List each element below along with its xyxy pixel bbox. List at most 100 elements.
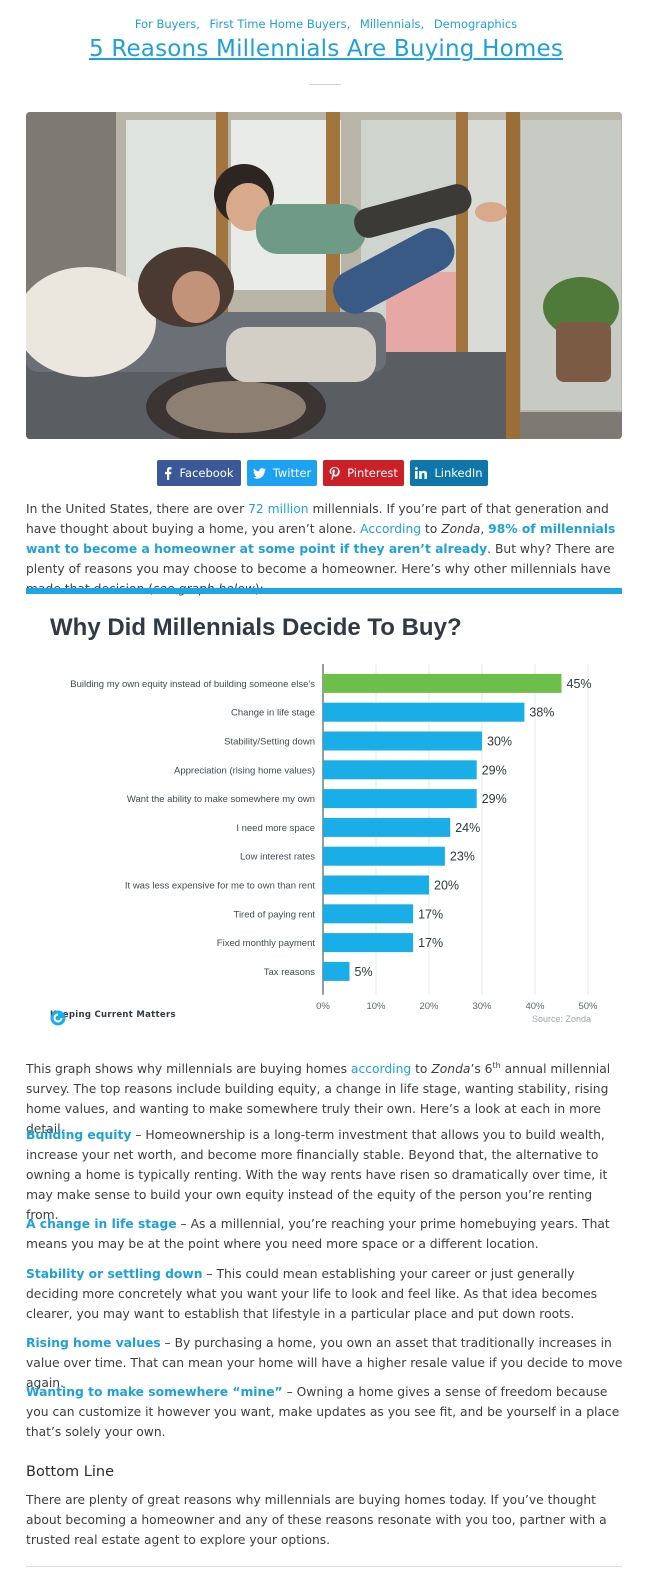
reason-text: – Homeownership is a long-term investmen…	[26, 1128, 608, 1222]
x-tick-label: 50%	[578, 1001, 598, 1012]
chart-title: Why Did Millennials Decide To Buy?	[50, 614, 462, 641]
pinterest-icon	[329, 466, 340, 480]
category-label: Tax reasons	[264, 967, 315, 978]
category-label: Fixed monthly payment	[217, 938, 316, 949]
data-label: 45%	[567, 677, 592, 691]
summary-superscript: th	[492, 1061, 501, 1070]
bottom-line-paragraph: There are plenty of great reasons why mi…	[26, 1493, 607, 1547]
data-label: 17%	[418, 936, 443, 950]
page-title[interactable]: 5 Reasons Millennials Are Buying Homes	[88, 36, 564, 62]
category-link[interactable]: Millennials,	[359, 17, 425, 31]
data-label: 24%	[455, 821, 480, 835]
title-divider	[309, 84, 341, 85]
share-bar: Facebook Twitter Pinterest LinkedIn	[0, 460, 652, 487]
reason-title[interactable]: Building equity	[26, 1128, 132, 1142]
category-label: It was less expensive for me to own than…	[125, 881, 315, 892]
bar	[323, 789, 477, 809]
intro-text: to	[421, 522, 442, 536]
x-tick-label: 0%	[316, 1001, 330, 1012]
x-tick-label: 30%	[472, 1001, 492, 1012]
reason-text: – Owning a home gives a sense of freedom…	[26, 1385, 620, 1439]
twitter-icon	[252, 467, 266, 479]
category-label: Appreciation (rising home values)	[174, 765, 315, 776]
data-label: 5%	[355, 965, 373, 979]
bar	[323, 846, 445, 866]
reason-title[interactable]: Stability or settling down	[26, 1267, 203, 1281]
twitter-label: Twitter	[272, 466, 312, 480]
data-label: 29%	[482, 763, 507, 777]
reason-rising-home-values: Rising home values – By purchasing a hom…	[26, 1333, 626, 1393]
data-label: 23%	[450, 850, 475, 864]
category-label: I need more space	[236, 823, 315, 834]
intro-link-98-percent[interactable]: 98% of millennials want to become a home…	[26, 522, 616, 556]
pinterest-label: Pinterest	[347, 466, 398, 480]
intro-text: ,	[480, 522, 489, 536]
chart-source: Source: Zonda	[532, 1014, 592, 1024]
category-label: Stability/Setting down	[224, 737, 315, 748]
category-label: Low interest rates	[240, 852, 315, 863]
reason-text: – By purchasing a home, you own an asset…	[26, 1336, 623, 1390]
x-tick-label: 10%	[366, 1001, 386, 1012]
pinterest-share-button[interactable]: Pinterest	[323, 460, 404, 486]
bar	[323, 673, 562, 693]
reason-text: – This could mean establishing your care…	[26, 1267, 598, 1321]
category-link[interactable]: First Time Home Buyers,	[209, 17, 351, 31]
bottom-line-heading: Bottom Line	[26, 1464, 115, 1480]
intro-link-72-million[interactable]: 72 million	[248, 502, 309, 516]
bar	[323, 702, 525, 722]
reason-change-in-life-stage: A change in life stage – As a millennial…	[26, 1214, 626, 1254]
bar	[323, 817, 451, 837]
linkedin-icon	[415, 467, 428, 479]
linkedin-share-button[interactable]: LinkedIn	[410, 460, 488, 486]
bar	[323, 875, 429, 895]
category-label: Building my own equity instead of buildi…	[70, 679, 315, 690]
data-label: 29%	[482, 792, 507, 806]
bar	[323, 933, 414, 953]
category-links: For Buyers, First Time Home Buyers, Mill…	[0, 17, 652, 31]
summary-text: ’s 6	[470, 1062, 493, 1077]
reason-title[interactable]: A change in life stage	[26, 1217, 177, 1231]
kcm-logo-text: Keeping Current Matters	[50, 1010, 176, 1020]
data-label: 30%	[487, 735, 512, 749]
x-tick-label: 20%	[419, 1001, 439, 1012]
chart-plot: 0% 10% 20% 30% 40% 50% Building my own equity …	[70, 664, 598, 1012]
category-link[interactable]: For Buyers,	[134, 17, 200, 31]
kcm-logo: Keeping Current Matters	[50, 1010, 176, 1026]
reason-stability: Stability or settling down – This could …	[26, 1264, 626, 1324]
bar	[323, 731, 482, 751]
bar-chart: Why Did Millennials Decide To Buy? 0% 10%…	[26, 596, 622, 1036]
hero-photo-illustration	[26, 112, 622, 439]
chart-summary-paragraph: This graph shows why millennials are buy…	[26, 1056, 626, 1139]
facebook-share-button[interactable]: Facebook	[157, 460, 241, 486]
intro-paragraph: In the United States, there are over 72 …	[26, 499, 626, 599]
category-label: Tired of paying rent	[234, 909, 316, 920]
intro-zonda: Zonda	[441, 522, 481, 536]
reason-building-equity: Building equity – Homeownership is a lon…	[26, 1125, 626, 1225]
category-label: Change in life stage	[231, 708, 315, 719]
summary-text: to	[411, 1062, 432, 1077]
data-label: 38%	[529, 706, 554, 720]
reason-title[interactable]: Wanting to make somewhere “mine”	[26, 1385, 283, 1399]
reason-title[interactable]: Rising home values	[26, 1336, 161, 1350]
chart-top-rule	[26, 588, 622, 594]
bar	[323, 961, 350, 981]
summary-zonda: Zonda	[431, 1062, 471, 1077]
bar	[323, 760, 477, 780]
intro-link-according[interactable]: According	[360, 522, 422, 536]
reason-make-somewhere-mine: Wanting to make somewhere “mine” – Ownin…	[26, 1382, 626, 1442]
x-tick-label: 40%	[525, 1001, 545, 1012]
hero-image	[26, 112, 622, 439]
bottom-divider	[26, 1566, 622, 1567]
intro-text: millennials. If you’re part of that gene…	[26, 502, 609, 536]
category-label: Want the ability to make somewhere my ow…	[127, 794, 315, 805]
summary-text: annual millennial survey. The top reason…	[26, 1062, 611, 1137]
twitter-share-button[interactable]: Twitter	[247, 460, 317, 486]
linkedin-label: LinkedIn	[434, 466, 483, 480]
facebook-icon	[164, 466, 172, 480]
data-label: 20%	[434, 879, 459, 893]
category-link[interactable]: Demographics	[433, 17, 518, 31]
intro-text: In the United States, there are over	[26, 502, 249, 516]
facebook-label: Facebook	[179, 466, 234, 480]
data-label: 17%	[418, 907, 443, 921]
summary-link-according[interactable]: according	[350, 1062, 412, 1077]
